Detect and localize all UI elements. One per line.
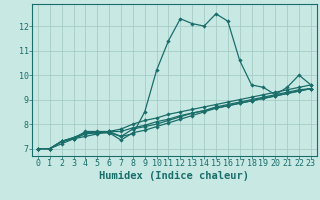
X-axis label: Humidex (Indice chaleur): Humidex (Indice chaleur) bbox=[100, 171, 249, 181]
